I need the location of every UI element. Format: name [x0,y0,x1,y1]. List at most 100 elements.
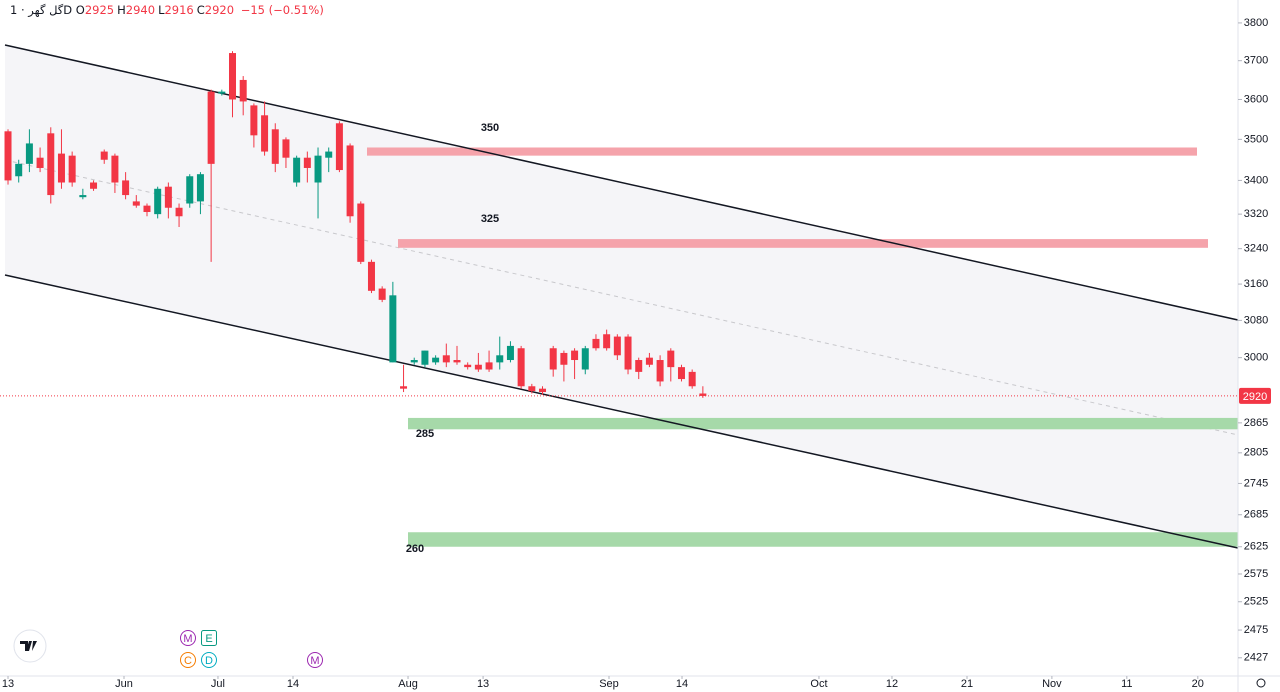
zone [367,147,1197,156]
event-label: C [184,655,192,667]
event-marker[interactable]: D [201,652,217,668]
event-marker[interactable]: C [180,652,196,668]
x-tick-label: Oct [810,678,827,690]
x-tick-label: 14 [676,678,688,690]
ohlc-value: 2925 [84,3,115,17]
candle-body [613,336,621,356]
ohlc-label: L [158,3,165,17]
settings-icon[interactable] [1256,678,1266,688]
event-badge [307,652,323,668]
candle-body [122,180,130,196]
y-tick-label: 3240 [1244,243,1268,255]
candle-body [271,129,279,164]
event-marker[interactable]: M [180,630,196,646]
ohlc-value: 2920 [204,3,235,17]
candle-body [453,360,461,363]
channel-midline [4,159,1239,436]
candle-body [656,360,664,382]
candle-body [517,348,525,387]
candle-body [25,143,33,164]
candle-body [36,157,44,168]
candle-body [560,352,568,365]
candle-body [677,367,685,380]
event-label: E [205,633,212,645]
candle-body [218,91,226,94]
zone-label: 285 [416,428,434,440]
zone [408,532,1238,547]
candle-body [667,350,675,368]
candle-body [592,338,600,349]
event-marker[interactable]: E [201,630,217,646]
candle-body [175,207,183,217]
candle-body [303,157,311,168]
candle-body [378,288,386,300]
candle-body [68,155,76,183]
candle-body [539,388,547,393]
candle-body [699,393,707,396]
x-tick-label: 21 [961,678,973,690]
candle-body [603,334,611,349]
zone [408,417,1238,430]
candle-body [314,155,322,183]
candle-body [79,195,87,198]
candle-body [250,105,258,136]
candle-body [239,79,247,102]
candle-body [421,350,429,365]
ohlc-value: 2940 [125,3,156,17]
x-tick-label: Jul [211,678,225,690]
candle-body [581,348,589,370]
candle-body [229,53,237,100]
y-tick-label: 2575 [1244,568,1268,580]
symbol-title: گل گهر · 1D [10,3,73,17]
candle-body [164,186,172,208]
channel-lower [4,274,1239,549]
candle-body [57,153,65,183]
x-tick-label: 14 [287,678,299,690]
y-tick-label: 2625 [1244,541,1268,553]
candle-body [400,386,408,389]
candle-body [571,350,579,361]
x-tick-label: 11 [1121,678,1132,690]
ohlc-label: O [75,3,85,17]
candle-body [346,145,354,217]
candle-body [442,355,450,363]
y-tick-label: 2865 [1244,417,1268,429]
candle-body [410,360,418,363]
zone-label: 260 [406,543,424,555]
candle-body [528,386,536,392]
candle-body [432,357,440,363]
y-tick-label: 2427 [1244,652,1268,664]
candle-body [293,157,301,183]
candle-body [357,203,365,262]
last-price-label: 2920 [1243,391,1267,403]
candle-body [100,151,108,160]
candle-body [207,91,215,164]
candle-body [132,201,140,206]
candle-body [196,174,204,202]
y-tick-label: 3400 [1244,174,1268,186]
x-tick-label: Jun [115,678,133,690]
event-label: M [183,633,192,645]
candle-body [485,362,493,370]
candle-body [282,139,290,158]
legend: گل گهر · 1D O2925 H2940 L2916 C2920 −15 (−0… [10,3,327,17]
event-marker[interactable]: M [307,652,323,668]
candle-body [143,205,151,213]
x-tick-label: 12 [886,678,898,690]
last-price-box [1239,387,1271,404]
x-tick-label: 20 [1192,678,1204,690]
candle-body [645,357,653,365]
channel-fill [5,45,1238,548]
change: −15 (−0.51%) [240,3,324,17]
y-tick-label: 3500 [1244,133,1268,145]
candle-body [474,364,482,370]
ohlc-label: H [117,3,126,17]
channel-upper [4,44,1239,321]
event-badge [180,652,196,668]
candle-body [186,176,194,204]
y-tick-label: 3700 [1244,55,1268,67]
candle-body [549,348,557,370]
event-label: M [310,655,319,667]
candle-body [325,151,333,158]
